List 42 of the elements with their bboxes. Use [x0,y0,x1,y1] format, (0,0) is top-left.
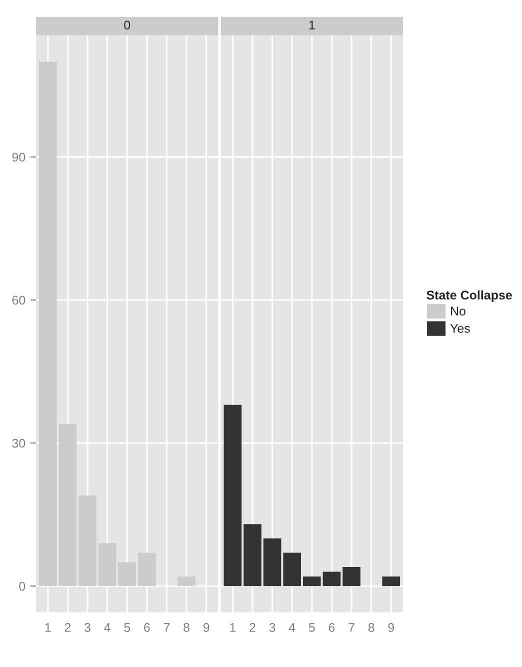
x-tick-label: 4 [104,623,110,632]
bar [58,424,77,586]
legend-label: Yes [450,324,470,333]
x-tick-label: 7 [164,623,170,632]
bar [283,552,302,586]
x-tick-label: 8 [184,623,190,632]
x-tick-label: 6 [328,623,335,632]
x-tick-label: 1 [230,623,236,632]
bar [382,576,400,586]
x-tick-label: 2 [250,623,256,632]
chart-title: 1 [309,20,315,30]
x-tick-label: 3 [269,623,276,632]
x-tick-label: 8 [368,623,374,632]
bar [342,567,360,586]
bar [178,576,196,586]
x-tick-label: 9 [388,623,394,632]
x-tick-label: 1 [45,623,51,632]
bar [322,572,341,586]
legend-title: State Collapse [426,290,512,302]
bar [138,552,156,586]
bar [263,538,282,586]
y-tick-label: 30 [12,438,26,448]
x-tick-label: 7 [348,623,354,632]
bar [224,404,242,586]
chart-title: 0 [124,20,130,30]
x-tick-label: 2 [64,623,71,632]
x-tick-label: 3 [84,623,90,632]
legend-label: No [451,306,466,316]
y-tick-label: 0 [19,582,26,591]
bar [38,62,57,586]
bar [244,524,262,586]
x-tick-label: 5 [308,623,315,632]
y-tick-label: 60 [12,296,26,305]
bar [302,576,321,586]
bar [78,495,96,586]
bar [118,562,136,586]
y-tick-label: 90 [12,152,26,162]
x-tick-label: 6 [144,623,150,632]
x-tick-label: 9 [203,623,210,632]
bar [98,543,116,586]
x-tick-label: 5 [124,623,130,632]
x-tick-label: 4 [288,623,296,632]
